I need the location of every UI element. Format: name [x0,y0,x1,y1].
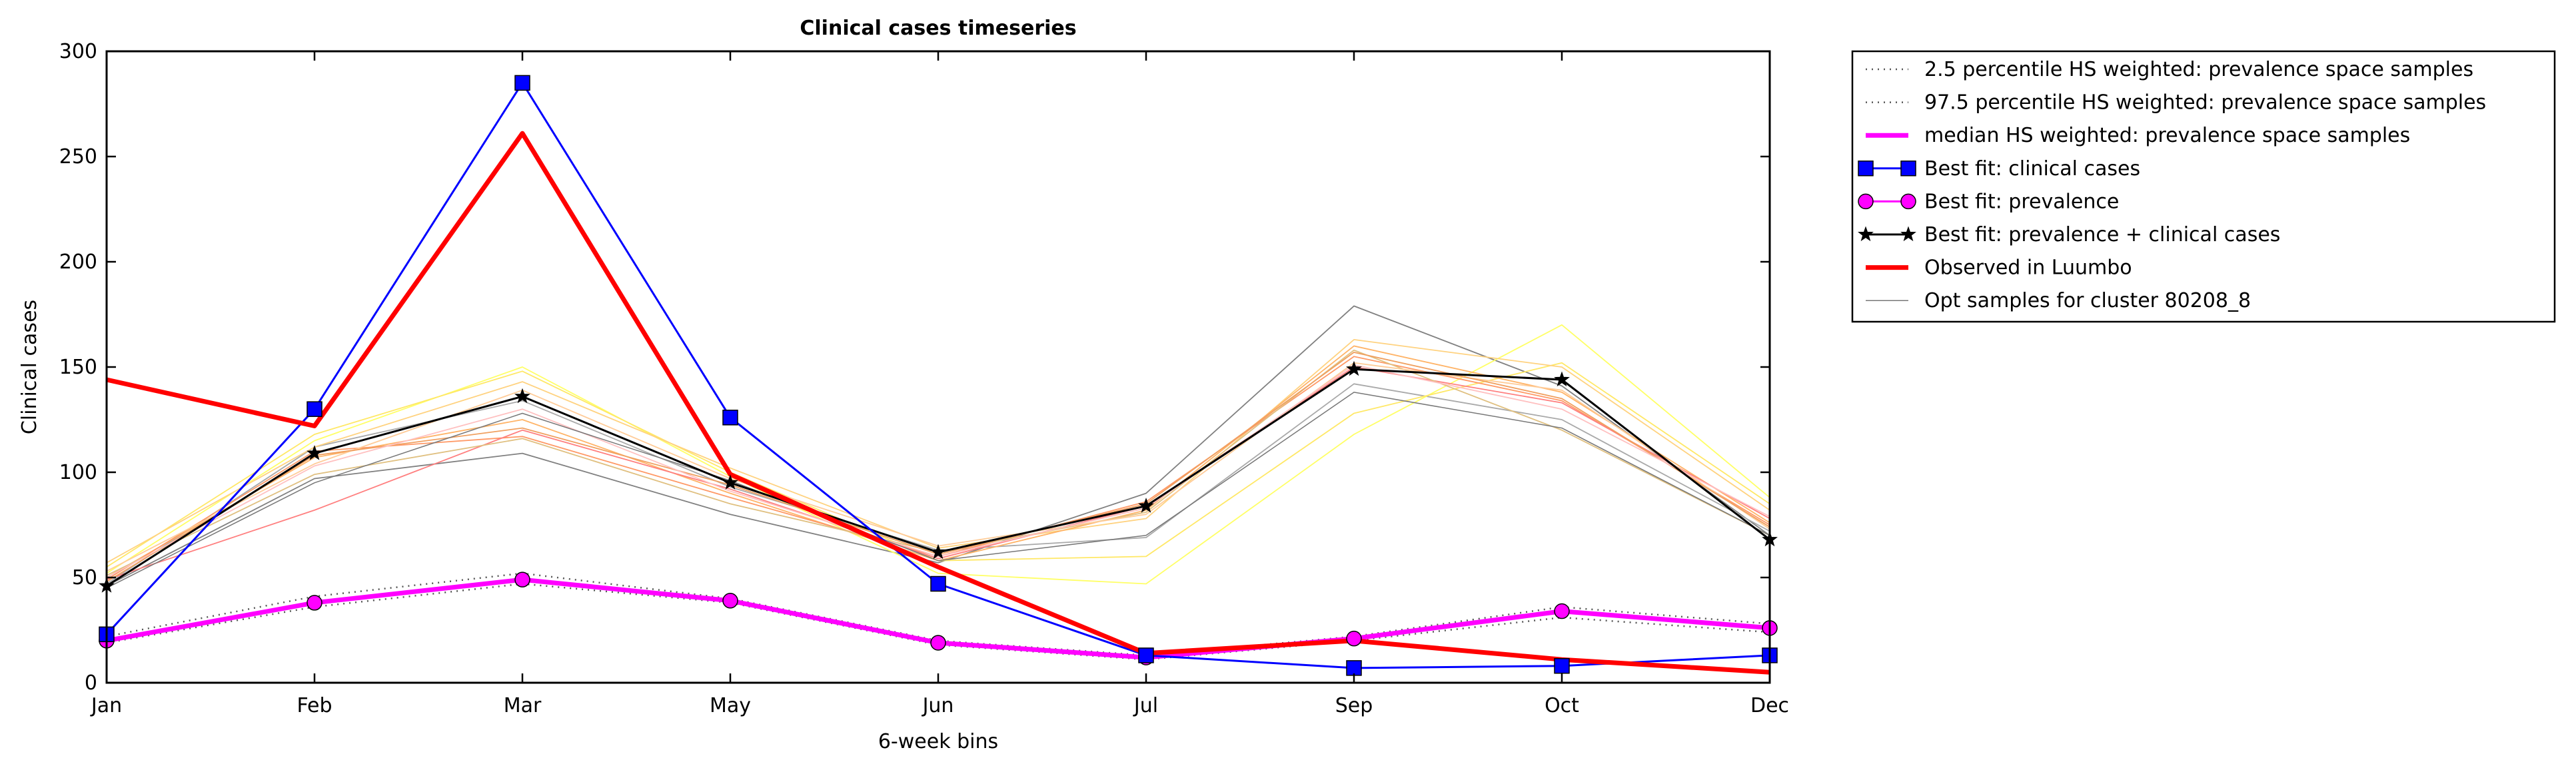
series-6-point-7 [1346,360,1362,376]
series-4-point-8 [1554,657,1570,674]
series-6-point-3 [514,388,530,404]
sample-line-4 [106,362,1770,568]
series-4-point-2 [307,401,322,417]
x-tick-label: Dec [1750,694,1789,717]
y-axis-label: Clinical cases [18,300,41,434]
legend-marker-5-end [1900,193,1916,210]
legend-label-6: Best fit: prevalence + clinical cases [1924,223,2280,246]
y-tick-label: 100 [59,461,97,484]
x-tick-label: Oct [1545,694,1579,717]
sample-line-12 [106,364,1770,578]
series-6-point-2 [307,445,322,460]
sample-line-6 [106,345,1770,578]
sample-line-1 [106,305,1770,587]
y-tick-label: 150 [59,356,97,379]
axis-ticks: 0 50 100 150 200 250 300 Jan Feb Mar May Jun Jul Sep O… [59,40,1789,717]
legend-label-8: Opt samples for cluster 80208_8 [1924,289,2251,312]
series-4-point-3 [514,75,530,91]
series-line-1 [106,583,1770,661]
x-axis-label: 6-week bins [878,730,998,753]
series-4-point-4 [722,410,738,426]
legend-marker-4 [1858,161,1874,177]
legend-marker-4-end [1900,161,1916,177]
series-5-point-8 [1554,603,1570,619]
legend-label-4: Best fit: clinical cases [1924,157,2140,181]
x-tick-label: Feb [297,694,332,717]
y-tick-label: 300 [59,40,97,63]
sample-line-8 [106,366,1770,581]
legend-marker-6-end [1900,226,1916,242]
legend-label-1: 2.5 percentile HS weighted: prevalence s… [1924,58,2473,81]
sample-line-3 [106,324,1770,585]
series-5-point-7 [1346,630,1362,647]
series-5-point-3 [514,572,530,587]
legend-label-5: Best fit: prevalence [1924,190,2119,213]
series-5-point-2 [307,595,322,611]
legend-marker-6 [1858,226,1874,242]
chart-title: Clinical cases timeseries [800,17,1076,40]
legend-marker-5 [1858,193,1874,210]
legend-label-3: median HS weighted: prevalence space sam… [1924,124,2410,147]
series-4-point-7 [1346,660,1362,676]
plot-markers [99,75,1778,676]
series-5-point-4 [722,593,738,609]
series-6-point-8 [1554,371,1570,387]
x-tick-label: Jan [90,694,122,717]
y-tick-label: 0 [85,671,97,695]
series-line-7 [106,131,1770,675]
x-tick-label: May [710,694,751,717]
series-6-point-4 [722,474,738,490]
y-tick-label: 50 [72,566,97,589]
legend-box [1851,50,2556,323]
legend: 2.5 percentile HS weighted: prevalence s… [1851,50,2556,323]
y-tick-label: 250 [59,145,97,169]
series-4-point-6 [1138,647,1154,663]
series-5-point-5 [930,635,946,651]
legend-label-2: 97.5 percentile HS weighted: prevalence … [1924,91,2486,115]
y-tick-label: 200 [59,250,97,274]
legend-label-7: Observed in Luumbo [1924,256,2132,280]
series-6-point-5 [930,544,946,560]
x-tick-label: Mar [504,694,542,717]
series-line-8 [106,392,1770,589]
series-4-point-5 [930,576,946,592]
sample-line-9 [106,349,1770,576]
x-tick-label: Jun [922,694,954,717]
x-tick-label: Sep [1335,694,1373,717]
x-tick-label: Jul [1133,694,1158,717]
series-6-point-6 [1138,498,1154,513]
